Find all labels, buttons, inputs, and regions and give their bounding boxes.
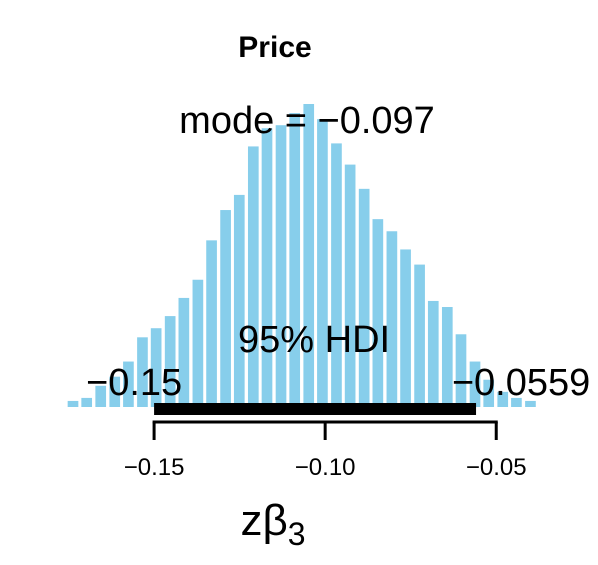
histogram-bar — [68, 401, 79, 407]
hdi-high-label: −0.0559 — [452, 362, 590, 404]
histogram-bar — [373, 219, 384, 407]
histogram-bar — [345, 165, 356, 407]
histogram-bar — [248, 146, 259, 407]
hdi-label: 95% HDI — [238, 319, 390, 361]
histogram-bar — [193, 280, 204, 407]
x-axis-label: zβ3 — [240, 496, 305, 552]
histogram-bar — [359, 189, 370, 407]
x-tick-label: −0.10 — [295, 454, 356, 481]
x-axis: −0.15 −0.10 −0.05 — [124, 422, 527, 481]
histogram-bar — [303, 104, 314, 407]
histogram-bar — [289, 113, 300, 407]
histogram-bar — [317, 119, 328, 407]
mode-annotation: mode = −0.097 — [179, 100, 435, 142]
histogram-bar — [414, 265, 425, 407]
x-tick-label: −0.15 — [124, 454, 185, 481]
hdi-low-label: −0.15 — [86, 362, 182, 404]
hdi-bar — [154, 403, 476, 415]
histogram-bar — [206, 240, 217, 407]
histogram-bar — [428, 301, 439, 407]
histogram-bar — [234, 195, 245, 407]
histogram-bar — [331, 143, 342, 407]
histogram-bar — [262, 128, 273, 407]
histogram-bar — [220, 210, 231, 407]
histogram-bar — [400, 249, 411, 407]
x-axis-label-subscript: 3 — [288, 516, 306, 552]
chart-title: Price — [238, 31, 311, 64]
x-tick-label: −0.05 — [466, 454, 527, 481]
x-axis-label-base: zβ — [240, 496, 287, 545]
histogram-bar — [276, 125, 287, 407]
